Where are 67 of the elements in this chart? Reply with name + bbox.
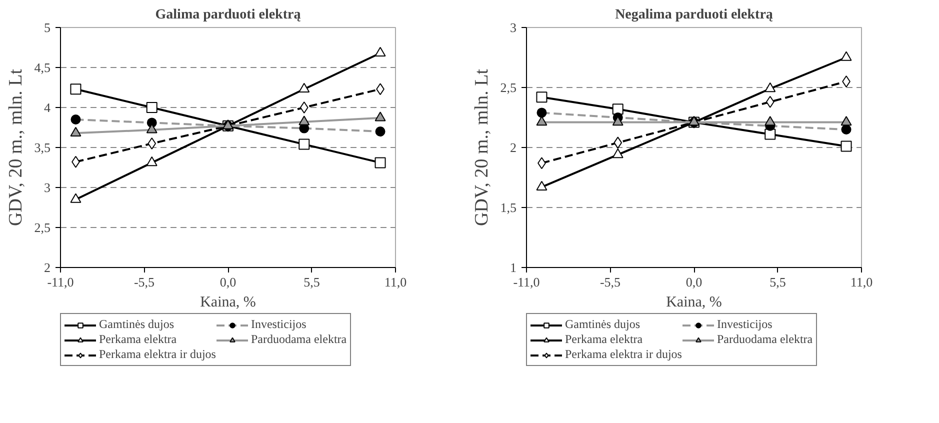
x-tick-label: -5,5 — [134, 274, 155, 290]
chart-title: Negalima parduoti elektrą — [615, 8, 773, 22]
point — [612, 116, 624, 126]
legend-label: Investicijos — [250, 317, 306, 332]
point — [842, 76, 850, 88]
y-axis-title: GDV, 20 m., mln. Lt — [471, 68, 492, 226]
point — [840, 116, 852, 126]
point — [840, 140, 852, 152]
chart-title: Galima parduoti elektrą — [155, 8, 301, 22]
x-tick-label: 0,0 — [220, 274, 236, 290]
point — [612, 104, 624, 115]
y-tick-label: 2 — [44, 260, 50, 275]
point — [298, 82, 310, 92]
point — [536, 92, 548, 103]
legend-label: Perkama elektra ir dujos — [565, 347, 682, 362]
point — [614, 136, 622, 149]
legend-label: Gamtinės dujos — [565, 317, 640, 332]
point — [536, 180, 548, 190]
point — [374, 112, 386, 122]
point — [298, 138, 310, 150]
point — [764, 116, 776, 126]
y-tick-label: 3 — [510, 20, 516, 35]
x-tick-label: -5,5 — [600, 274, 621, 290]
x-tick-label: 0,0 — [686, 274, 702, 290]
point — [536, 116, 548, 126]
x-tick-label: 11,0 — [850, 274, 873, 290]
y-tick-label: 1 — [510, 260, 516, 275]
y-tick-label: 2 — [510, 140, 516, 155]
point — [764, 82, 776, 92]
point — [764, 128, 776, 140]
y-tick-label: 2,5 — [500, 80, 516, 95]
legend-label: Investicijos — [716, 317, 772, 332]
x-tick-label: 5,5 — [770, 274, 786, 290]
point — [70, 84, 82, 95]
y-tick-label: 1,5 — [500, 200, 516, 215]
y-tick-label: 5 — [44, 20, 50, 35]
point — [70, 126, 82, 136]
y-tick-label: 2,5 — [34, 220, 50, 235]
point — [374, 157, 386, 168]
x-tick-label: -11,0 — [47, 274, 74, 290]
legend-label: Perkama elektra — [99, 332, 177, 347]
legend-label: Perkama elektra ir dujos — [99, 347, 216, 362]
legend-label: Gamtinės dujos — [99, 317, 174, 332]
legend-label: Parduodama elektra — [250, 332, 347, 347]
point — [612, 148, 624, 158]
y-tick-label: 4,5 — [34, 60, 50, 75]
point — [146, 124, 158, 134]
point — [300, 102, 308, 114]
y-tick-label: 3,5 — [34, 140, 50, 155]
x-tick-label: -11,0 — [513, 274, 540, 290]
y-tick-label: 3 — [44, 180, 50, 195]
y-tick-label: 4 — [44, 100, 51, 115]
legend-label: Perkama elektra — [565, 332, 643, 347]
legend-label: Parduodama elektra — [716, 332, 813, 347]
point — [70, 193, 82, 203]
x-tick-label: 5,5 — [304, 274, 320, 290]
point — [840, 51, 852, 61]
point — [374, 46, 386, 56]
y-axis-title: GDV, 20 m., mln. Lt — [5, 68, 26, 226]
point — [766, 96, 774, 108]
x-tick-label: 11,0 — [384, 274, 407, 290]
x-axis-title: Kaina, % — [200, 294, 256, 310]
point — [146, 156, 158, 166]
x-axis-title: Kaina, % — [666, 294, 722, 310]
point — [146, 102, 158, 113]
point — [298, 116, 310, 126]
point — [148, 138, 156, 150]
